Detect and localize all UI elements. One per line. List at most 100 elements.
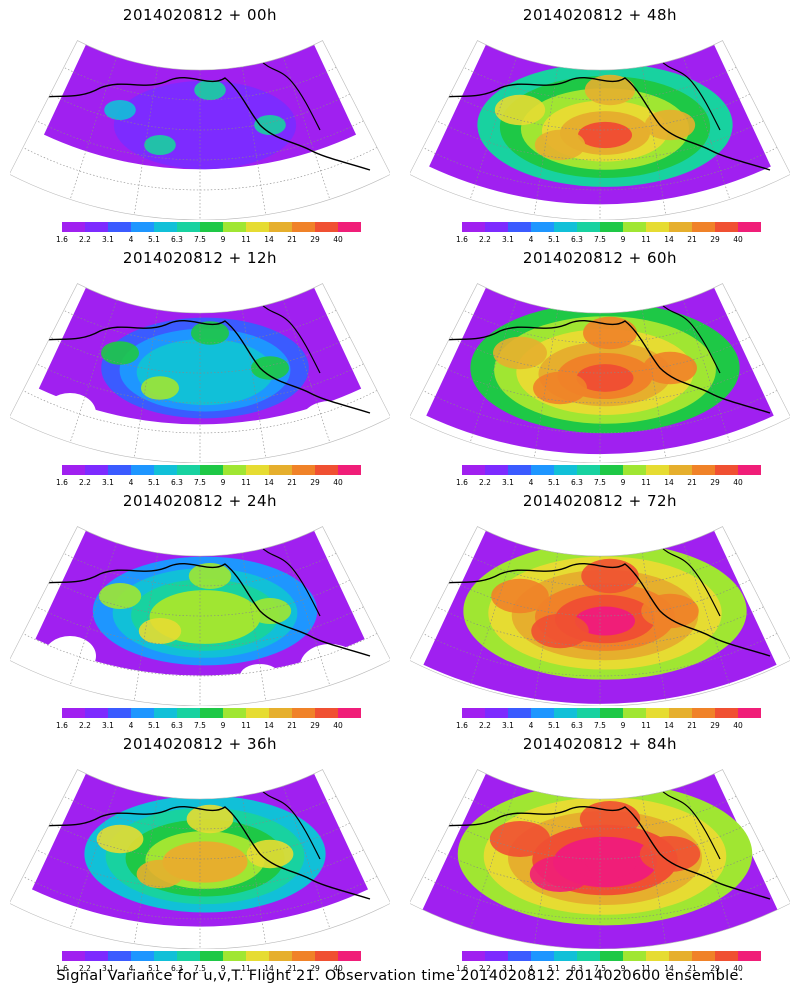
colorbar-tick-label: 6.3 [571, 964, 583, 973]
colorbar-segment [715, 951, 738, 961]
variance-contour [577, 121, 633, 149]
longitude-line [69, 785, 117, 929]
variance-maximum [140, 376, 180, 400]
domain-outline [10, 526, 390, 706]
longitude-line [134, 66, 159, 215]
colorbar-segment [623, 951, 646, 961]
colorbar-segment [462, 951, 485, 961]
variance-maximum [529, 856, 591, 892]
colorbar-segment [200, 222, 223, 232]
colorbar-tick-label: 40 [333, 235, 343, 244]
colorbar-tick-label: 29 [710, 478, 720, 487]
colorbar-tick-label: 1.6 [56, 964, 68, 973]
colorbar-segment [554, 951, 577, 961]
domain-outline [10, 769, 390, 949]
domain-outline [410, 769, 790, 949]
map-panel: 2014020812 + 60h 1.6 2.2 3.1 4 5.1 6.3 7.5 9 11 14… [400, 243, 800, 488]
colorbar-segment [269, 951, 292, 961]
variance-map [410, 40, 790, 220]
coastline [29, 562, 371, 657]
colorbar [62, 708, 361, 718]
colorbar-segment [246, 951, 269, 961]
colorbar-tick-label: 7.5 [594, 478, 606, 487]
colorbar-tick-label: 7.5 [194, 721, 206, 730]
colorbar-tick-label: 21 [287, 235, 297, 244]
variance-maximum [100, 341, 140, 365]
colorbar-segment [715, 708, 738, 718]
colorbar-tick-label: 9 [620, 478, 626, 487]
colorbar-tick-label: 21 [687, 235, 697, 244]
colorbar-segment [600, 465, 623, 475]
latitude-line [63, 553, 337, 587]
colorbar [462, 222, 761, 232]
colorbar-tick-label: 29 [310, 964, 320, 973]
colorbar [62, 951, 361, 961]
colorbar-segment [554, 222, 577, 232]
colorbar-tick-label: 29 [310, 235, 320, 244]
coastline [29, 319, 371, 414]
colorbar-segment [508, 951, 531, 961]
domain-outline [410, 526, 790, 706]
colorbar-segment [531, 708, 554, 718]
colorbar-tick-label: 4 [128, 964, 134, 973]
variance-maximum [190, 321, 230, 345]
colorbar-tick-label: 6.3 [171, 235, 183, 244]
colorbar-segment [623, 465, 646, 475]
longitude-line [641, 66, 666, 215]
colorbar-tick-label: 1.6 [456, 964, 468, 973]
arctic-islands [607, 284, 656, 307]
colorbar-tick-label: 21 [287, 721, 297, 730]
colorbar-segment [315, 951, 338, 961]
colorbar-tick-label: 3.1 [102, 964, 114, 973]
panel-title: 2014020812 + 72h [522, 492, 678, 510]
colorbar-segment [623, 708, 646, 718]
colorbar-segment [315, 708, 338, 718]
colorbar-tick-label: 7.5 [194, 478, 206, 487]
arctic-islands [207, 284, 256, 307]
colorbar-segment [692, 951, 715, 961]
variance-map [10, 40, 390, 220]
variance-maximum [639, 836, 701, 872]
low-variance-gap [44, 636, 96, 676]
low-variance-gap [44, 150, 96, 190]
panel-title: 2014020812 + 24h [122, 492, 278, 510]
colorbar-segment [85, 465, 108, 475]
colorbar-segment [485, 951, 508, 961]
colorbar-tick-label: 3.1 [102, 478, 114, 487]
colorbar-tick-label: 9 [220, 235, 226, 244]
variance-maximum [194, 80, 226, 100]
variance-maximum [493, 336, 547, 370]
variance-maximum [583, 316, 637, 350]
map-panel: 2014020812 + 24h 1.6 2.2 3.1 4 5.1 6.3 7.5 9 11 14… [0, 486, 400, 731]
colorbar-tick-label: 11 [241, 235, 251, 244]
colorbar-tick-label: 1.6 [56, 235, 68, 244]
colorbar-tick-label: 14 [664, 721, 674, 730]
colorbar [462, 708, 761, 718]
colorbar-segment [738, 222, 761, 232]
colorbar-segment [692, 465, 715, 475]
latitude-line [36, 363, 364, 404]
latitude-line [463, 310, 737, 344]
colorbar-segment [62, 951, 85, 961]
colorbar-segment [131, 222, 154, 232]
colorbar-segment [154, 951, 177, 961]
colorbar-segment [269, 465, 292, 475]
colorbar-segment [338, 708, 361, 718]
colorbar-tick-label: 6.3 [571, 235, 583, 244]
colorbar-segment [462, 465, 485, 475]
map-panel: 2014020812 + 84h 1.6 2.2 3.1 4 5.1 6.3 7.5 9 11 14… [400, 729, 800, 974]
colorbar-tick-label: 5.1 [548, 964, 560, 973]
colorbar-tick-label: 11 [241, 478, 251, 487]
colorbar-tick-label: 40 [733, 964, 743, 973]
colorbar-segment [85, 222, 108, 232]
colorbar-segment [315, 465, 338, 475]
arctic-islands [207, 527, 256, 550]
variance-maximum [248, 598, 292, 624]
colorbar-tick-label: 6.3 [571, 478, 583, 487]
colorbar-segment [554, 465, 577, 475]
colorbar-tick-label: 40 [733, 235, 743, 244]
low-variance-gap [300, 644, 360, 688]
variance-map [410, 526, 790, 706]
colorbar-tick-label: 1.6 [456, 721, 468, 730]
variance-contour [162, 841, 248, 883]
